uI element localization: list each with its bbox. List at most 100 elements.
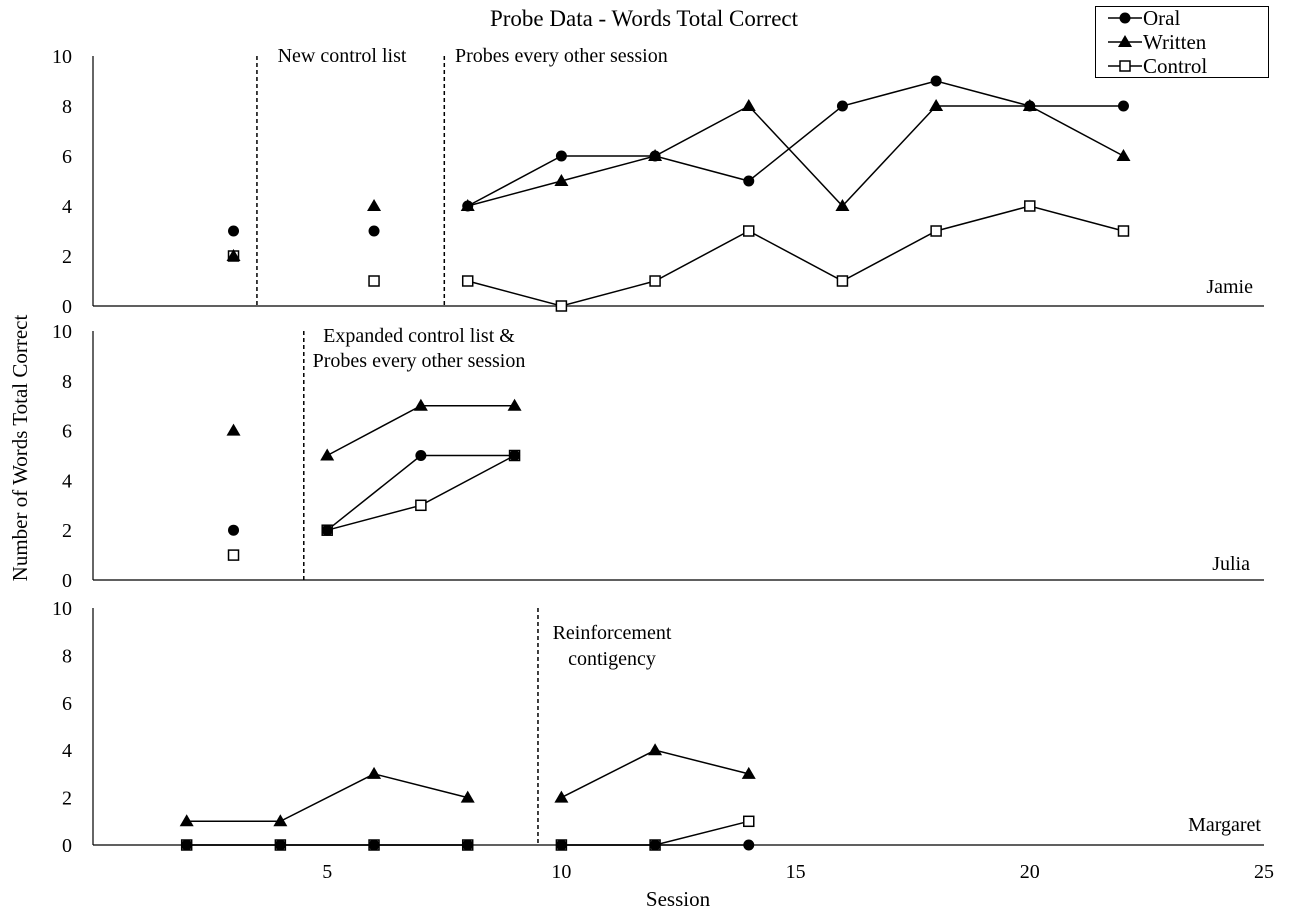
y-tick-label: 4	[62, 196, 72, 218]
data-point-control	[1024, 200, 1036, 212]
data-point-control	[555, 300, 568, 312]
data-point-oral	[509, 450, 521, 461]
series-line-written	[561, 749, 749, 799]
y-tick-label: 10	[52, 321, 72, 343]
y-tick-label: 8	[62, 371, 72, 393]
data-point-written	[367, 199, 382, 211]
data-point-oral	[836, 100, 848, 112]
data-point-control	[743, 225, 755, 237]
phase-annotation: New control list	[278, 45, 407, 67]
y-tick-label: 0	[62, 570, 72, 592]
series-line-oral	[326, 454, 515, 531]
series-line-control	[327, 454, 515, 531]
series-line-written	[326, 404, 515, 457]
legend-item-written: Written	[1096, 31, 1270, 53]
data-point-written	[273, 814, 288, 827]
data-point-oral	[181, 839, 193, 851]
legend-label-control: Control	[1143, 54, 1208, 78]
data-point-written	[226, 249, 241, 261]
chart-legend: Oral Written Control	[1095, 6, 1269, 78]
x-tick-label: 15	[786, 861, 806, 883]
y-tick-label: 6	[62, 421, 72, 443]
data-point-control	[368, 275, 380, 287]
phase-annotation: Reinforcement	[553, 622, 672, 644]
chart-title: Probe Data - Words Total Correct	[490, 6, 799, 31]
data-point-control	[227, 549, 240, 561]
data-point-written	[554, 174, 569, 186]
data-point-oral	[368, 839, 380, 851]
data-point-oral	[415, 450, 427, 461]
data-point-oral	[462, 200, 474, 212]
data-point-oral	[462, 839, 474, 851]
x-tick-label: 5	[322, 861, 332, 883]
data-point-control	[461, 275, 474, 287]
data-point-oral	[1024, 100, 1036, 112]
data-point-control	[743, 815, 755, 828]
legend-label-oral: Oral	[1143, 6, 1181, 30]
phase-annotation: Expanded control list &	[323, 325, 515, 347]
data-point-written	[554, 790, 569, 803]
data-point-written	[929, 99, 944, 111]
data-point-oral	[743, 175, 755, 187]
data-point-control	[1117, 225, 1130, 237]
y-tick-label: 2	[62, 788, 72, 810]
series-line-control	[467, 205, 1124, 307]
y-tick-label: 6	[62, 146, 72, 168]
y-axis-label: Number of Words Total Correct	[8, 315, 32, 582]
phase-annotation: contigency	[568, 648, 656, 670]
participant-label: Margaret	[1188, 814, 1261, 836]
data-point-written	[507, 398, 522, 411]
data-point-written	[741, 99, 756, 111]
data-point-oral	[555, 839, 567, 851]
data-point-written	[367, 766, 382, 779]
data-point-oral	[1117, 100, 1129, 112]
phase-annotation: Probes every other session	[313, 350, 526, 372]
data-point-written	[741, 766, 756, 779]
x-tick-label: 10	[551, 861, 571, 883]
panel-julia: 0 2 4 6 8 10 Expanded control list & Probes eve…	[52, 321, 1264, 592]
legend-item-oral: Oral	[1096, 7, 1270, 29]
y-tick-label: 2	[62, 246, 72, 268]
data-point-oral	[743, 839, 755, 851]
series-line-written	[186, 773, 468, 823]
legend-oral-marker-icon	[1108, 12, 1142, 24]
data-point-oral	[228, 524, 240, 536]
y-tick-label: 0	[62, 835, 72, 857]
data-point-written	[648, 743, 663, 756]
data-point-control	[415, 499, 427, 512]
x-tick-label: 25	[1254, 861, 1274, 883]
x-tick-label: 20	[1020, 861, 1040, 883]
y-tick-label: 10	[52, 598, 72, 620]
legend-control-marker-icon	[1108, 60, 1142, 72]
participant-label: Julia	[1212, 553, 1250, 575]
y-tick-label: 0	[62, 296, 72, 318]
data-point-written	[460, 790, 475, 803]
panel-jamie: 0 2 4 6 8 10 New control list Probes every othe…	[52, 45, 1264, 318]
data-point-written	[1116, 149, 1131, 161]
y-tick-label: 6	[62, 693, 72, 715]
data-point-written	[179, 814, 194, 827]
y-tick-label: 4	[62, 740, 72, 762]
data-point-oral	[368, 225, 380, 237]
series-line-written	[467, 105, 1124, 208]
data-point-written	[835, 199, 850, 211]
legend-item-control: Control	[1096, 55, 1270, 77]
y-tick-label: 4	[62, 470, 72, 492]
data-point-oral	[555, 150, 567, 162]
data-point-oral	[228, 225, 240, 237]
y-tick-label: 2	[62, 520, 72, 542]
series-line-oral	[467, 80, 1124, 207]
data-point-oral	[649, 150, 661, 162]
data-point-written	[226, 423, 241, 436]
data-point-oral	[321, 524, 333, 536]
y-tick-label: 8	[62, 645, 72, 667]
data-point-control	[836, 275, 849, 287]
x-axis-label: Session	[646, 887, 711, 911]
data-point-control	[649, 275, 661, 287]
y-tick-label: 8	[62, 96, 72, 118]
legend-written-marker-icon	[1108, 35, 1142, 47]
data-point-oral	[274, 839, 286, 851]
data-point-oral	[649, 839, 661, 851]
legend-label-written: Written	[1143, 30, 1207, 54]
